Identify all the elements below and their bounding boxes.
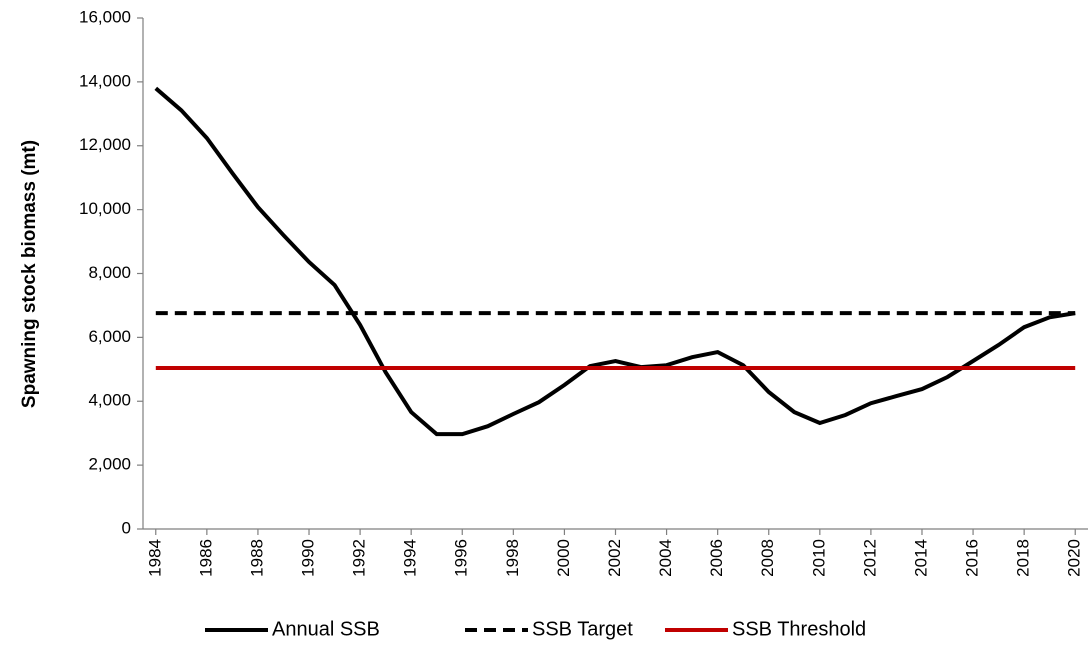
- x-tick-label: 1996: [452, 539, 471, 577]
- x-tick-label: 2010: [809, 539, 828, 577]
- x-tick-label: 2018: [1014, 539, 1033, 577]
- legend-label: Annual SSB: [272, 618, 380, 640]
- x-tick-label: 1984: [145, 539, 164, 577]
- x-tick-label: 2016: [963, 539, 982, 577]
- x-tick-label: 1988: [247, 539, 266, 577]
- x-tick-label: 1992: [350, 539, 369, 577]
- x-tick-label: 1998: [503, 539, 522, 577]
- series-line: [154, 86, 1076, 437]
- x-tick-label: 2006: [707, 539, 726, 577]
- x-tick-label: 1986: [196, 539, 215, 577]
- x-tick-label: 1994: [401, 539, 420, 577]
- x-tick-label: 2012: [860, 539, 879, 577]
- y-axis-label: Spawning stock biomass (mt): [19, 140, 40, 408]
- x-tick-label: 2008: [758, 539, 777, 577]
- y-tick-label: 14,000: [79, 71, 131, 90]
- legend-label: SSB Target: [532, 618, 633, 640]
- y-tick-label: 4,000: [88, 391, 131, 410]
- y-tick-label: 12,000: [79, 135, 131, 154]
- x-tick-label: 2000: [554, 539, 573, 577]
- y-tick-label: 10,000: [79, 199, 131, 218]
- y-tick-label: 8,000: [88, 263, 131, 282]
- y-tick-label: 0: [122, 518, 131, 537]
- x-tick-label: 2020: [1065, 539, 1084, 577]
- x-tick-label: 1990: [298, 539, 317, 577]
- x-tick-label: 2014: [911, 539, 930, 577]
- x-tick-label: 2002: [605, 539, 624, 577]
- x-tick-label: 2004: [656, 539, 675, 577]
- y-tick-label: 16,000: [79, 7, 131, 26]
- y-tick-label: 2,000: [88, 455, 131, 474]
- legend-label: SSB Threshold: [732, 618, 866, 640]
- y-tick-label: 6,000: [88, 327, 131, 346]
